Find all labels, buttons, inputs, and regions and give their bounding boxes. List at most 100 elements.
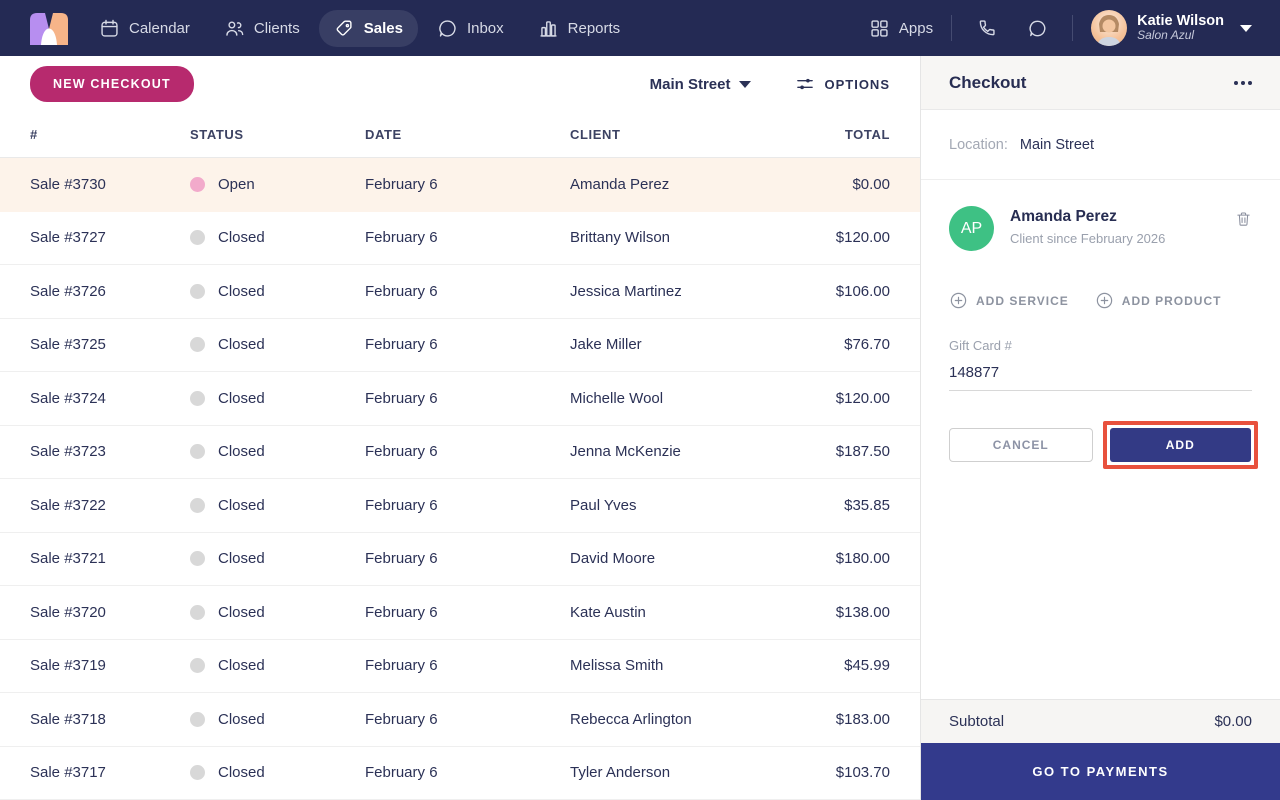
sale-status: Closed <box>190 497 365 514</box>
user-text: Katie Wilson Salon Azul <box>1137 13 1224 43</box>
table-row[interactable]: Sale #3720 Closed February 6 Kate Austin $13… <box>0 586 920 640</box>
sale-total: $106.00 <box>835 282 890 300</box>
user-menu[interactable]: Katie Wilson Salon Azul <box>1091 10 1252 46</box>
sale-total: $120.00 <box>835 229 890 247</box>
table-row[interactable]: Sale #3725 Closed February 6 Jake Miller $76… <box>0 319 920 372</box>
table-row[interactable]: Sale #3717 Closed February 6 Tyler Anderson… <box>0 747 920 800</box>
sale-date: February 6 <box>365 282 438 300</box>
sale-date: February 6 <box>365 710 438 728</box>
checkout-location-row: Location: Main Street <box>921 110 1280 180</box>
inbox-icon <box>439 19 456 37</box>
calendar-icon <box>101 19 118 37</box>
sale-total: $76.70 <box>844 336 890 354</box>
sale-date: February 6 <box>365 229 438 247</box>
status-dot-icon <box>190 551 205 567</box>
nav-label: Inbox <box>466 19 504 37</box>
sale-client: Paul Yves <box>570 496 637 514</box>
sale-status: Closed <box>190 336 365 353</box>
location-filter-dropdown[interactable]: Main Street <box>650 76 752 93</box>
sale-id: Sale #3724 <box>30 389 106 407</box>
apps-button[interactable]: Apps <box>869 18 933 39</box>
table-body: Sale #3730 Open February 6 Amanda Perez $0.0… <box>0 158 920 800</box>
sale-client: Amanda Perez <box>570 175 670 193</box>
sale-id: Sale #3723 <box>30 443 106 461</box>
sale-client: Melissa Smith <box>570 657 664 675</box>
nav-item-inbox[interactable]: Inbox <box>422 10 519 47</box>
table-row[interactable]: Sale #3726 Closed February 6 Jessica Martin… <box>0 265 920 319</box>
chat-button[interactable] <box>1021 18 1054 39</box>
status-dot-icon <box>190 230 205 246</box>
go-to-payments-button[interactable]: GO TO PAYMENTS <box>921 743 1280 800</box>
sale-client: Jenna McKenzie <box>570 443 681 461</box>
table-row[interactable]: Sale #3724 Closed February 6 Michelle Wool $… <box>0 372 920 426</box>
column-header-total: TOTAL <box>844 127 890 143</box>
plus-circle-icon <box>1096 292 1113 309</box>
table-row[interactable]: Sale #3730 Open February 6 Amanda Perez $0.0… <box>0 158 920 212</box>
nav-item-clients[interactable]: Clients <box>209 10 315 47</box>
sale-id: Sale #3722 <box>30 496 106 514</box>
location-value: Main Street <box>1019 136 1095 153</box>
main-nav: Calendar Clients Sales Inbox <box>84 9 636 47</box>
options-label: OPTIONS <box>824 76 890 92</box>
sale-client: Michelle Wool <box>570 389 664 407</box>
table-row[interactable]: Sale #3727 Closed February 6 Brittany Wilso… <box>0 212 920 265</box>
gift-card-section: Gift Card # <box>921 310 1280 391</box>
topbar-right: Apps Katie Wilson Salon Az <box>869 10 1252 46</box>
table-row[interactable]: Sale #3722 Closed February 6 Paul Yves $35.8… <box>0 479 920 533</box>
status-dot-icon <box>190 390 205 406</box>
sale-id: Sale #3719 <box>30 657 106 675</box>
sale-date: February 6 <box>365 336 438 354</box>
sales-list-pane: NEW CHECKOUT Main Street OPTIONS # STATU… <box>0 56 920 800</box>
chevron-down-icon <box>739 80 752 88</box>
add-product-button[interactable]: ADD PRODUCT <box>1095 291 1222 310</box>
sale-total: $138.00 <box>835 603 890 621</box>
sale-status: Open <box>190 176 365 193</box>
checkout-header: Checkout <box>921 56 1280 110</box>
add-service-button[interactable]: ADD SERVICE <box>949 291 1069 310</box>
checkout-add-actions: ADD SERVICE ADD PRODUCT <box>921 251 1280 310</box>
table-row[interactable]: Sale #3721 Closed February 6 David Moore $18… <box>0 533 920 586</box>
user-name: Katie Wilson <box>1137 12 1224 29</box>
gift-card-input[interactable] <box>949 361 1252 391</box>
sale-id: Sale #3721 <box>30 550 106 568</box>
sale-client: Kate Austin <box>570 603 646 621</box>
nav-item-sales[interactable]: Sales <box>318 9 418 47</box>
top-nav: Calendar Clients Sales Inbox <box>0 0 1280 56</box>
new-checkout-button[interactable]: NEW CHECKOUT <box>30 66 194 103</box>
app-logo-icon[interactable] <box>28 11 70 45</box>
status-label: Closed <box>218 496 265 514</box>
checkout-title: Checkout <box>949 72 1027 92</box>
sale-client: Tyler Anderson <box>570 764 671 782</box>
trash-icon <box>1237 212 1250 226</box>
sale-status: Closed <box>190 764 365 781</box>
sale-status: Closed <box>190 550 365 567</box>
sales-tag-icon <box>336 20 352 36</box>
table-row[interactable]: Sale #3718 Closed February 6 Rebecca Arling… <box>0 693 920 747</box>
cancel-button[interactable]: CANCEL <box>949 428 1093 462</box>
table-row[interactable]: Sale #3719 Closed February 6 Melissa Smith $… <box>0 640 920 693</box>
checkout-menu-button[interactable] <box>1234 75 1252 91</box>
sale-total: $35.85 <box>844 496 890 514</box>
divider <box>1072 15 1074 41</box>
sale-id: Sale #3718 <box>30 710 106 728</box>
sale-id: Sale #3720 <box>30 603 106 621</box>
sales-toolbar: NEW CHECKOUT Main Street OPTIONS <box>0 56 920 112</box>
add-button[interactable]: ADD <box>1109 428 1251 462</box>
sale-status: Closed <box>190 657 365 674</box>
sale-client: Jake Miller <box>570 336 642 354</box>
chevron-down-icon <box>1240 24 1252 32</box>
client-info: Amanda Perez Client since February 2026 <box>1010 206 1219 246</box>
sale-date: February 6 <box>365 496 438 514</box>
location-filter-label: Main Street <box>649 75 731 93</box>
options-button[interactable]: OPTIONS <box>795 74 890 94</box>
table-row[interactable]: Sale #3723 Closed February 6 Jenna McKenzie… <box>0 426 920 479</box>
ellipsis-icon <box>1234 80 1238 85</box>
status-label: Closed <box>218 443 265 461</box>
phone-button[interactable] <box>970 18 1003 39</box>
sale-date: February 6 <box>365 443 438 461</box>
status-dot-icon <box>190 444 205 460</box>
nav-item-reports[interactable]: Reports <box>523 10 636 47</box>
chat-bubble-icon <box>1029 20 1046 36</box>
nav-item-calendar[interactable]: Calendar <box>84 10 205 47</box>
remove-client-button[interactable] <box>1235 206 1252 233</box>
